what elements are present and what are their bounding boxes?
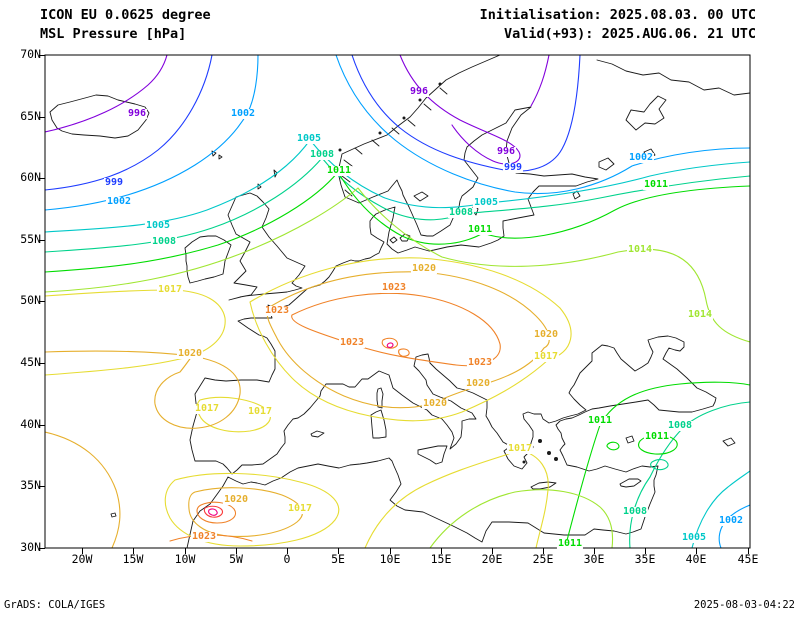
coastline-continent — [186, 55, 717, 548]
isobar-1011 — [606, 441, 620, 451]
isobar-1002 — [335, 55, 750, 195]
isobar-1002 — [45, 55, 259, 211]
isobar-1011 — [564, 381, 750, 548]
isobar-996 — [399, 55, 521, 165]
fjord-texture — [341, 87, 448, 197]
norway-island-dot — [338, 148, 342, 152]
coastline-britain — [227, 192, 306, 301]
init-time-label: Initialisation: 2025.08.03. 00 UTC — [479, 7, 756, 23]
coastline-sicily — [417, 445, 448, 465]
isobar-1017 — [249, 257, 572, 422]
isobar-1014 — [429, 489, 614, 548]
model-title: ICON EU 0.0625 degree — [40, 7, 211, 23]
isobar-1011 — [45, 171, 750, 273]
norway-island-dot — [402, 116, 406, 120]
coastline-crete — [530, 481, 557, 490]
valid-time-label: Valid(+93): 2025.AUG.06. 21 UTC — [504, 26, 756, 42]
map-frame — [44, 54, 751, 549]
coastline-sardinia — [370, 409, 387, 439]
isobar-996 — [530, 55, 550, 107]
grads-credit: GrADS: COLA/IGES — [4, 599, 106, 611]
isobar-1005 — [691, 470, 750, 548]
isobar-1023 — [291, 292, 501, 367]
isobar-999 — [351, 55, 581, 172]
isobar-1020 — [154, 355, 241, 429]
isobar-1023 — [196, 501, 236, 524]
isobar-1020 — [45, 431, 121, 548]
coastlines — [49, 55, 750, 548]
isobar-1017 — [164, 472, 340, 547]
isobar-996 — [45, 55, 168, 133]
coastline-barents — [596, 59, 750, 96]
coastline-iceland — [49, 94, 150, 139]
coastline-white-sea — [625, 95, 667, 131]
aegean-island-dot — [547, 451, 551, 455]
coastline-corsica — [376, 387, 384, 409]
coastline-lakes — [413, 148, 736, 447]
isobar-1017 — [45, 289, 226, 376]
creation-timestamp: 2025-08-03-04:22 — [693, 599, 795, 611]
isobar-1029 — [386, 342, 394, 348]
coastline-small-islands — [110, 150, 278, 518]
aegean-island-dot — [522, 460, 526, 464]
field-title: MSL Pressure [hPa] — [40, 26, 187, 42]
norway-island-dot — [378, 131, 382, 135]
aegean-island-dot — [554, 457, 558, 461]
aegean-island-dot — [530, 445, 534, 449]
norway-island-dot — [438, 82, 442, 86]
isobar-1005 — [45, 139, 750, 233]
isobar-1020 — [188, 487, 303, 537]
coastline-danish-isles — [389, 204, 479, 244]
isobar-1008 — [629, 401, 750, 548]
isobar-1002 — [718, 504, 750, 548]
isobar-1020 — [266, 271, 550, 409]
isobar-1008 — [45, 157, 750, 253]
isobar-1020 — [45, 350, 193, 357]
isobar-1023 — [381, 337, 398, 349]
coastline-cyprus — [619, 478, 642, 488]
norway-island-dot — [418, 98, 422, 102]
isobar-1023 — [398, 348, 410, 357]
isobar-1008 — [650, 459, 669, 471]
coastline-balearics — [310, 430, 325, 438]
coastline-ireland — [184, 235, 232, 284]
isobar-1023 — [169, 534, 253, 542]
isobar-1011 — [638, 434, 678, 455]
isobar-1026 — [203, 505, 223, 518]
isobar-1014 — [45, 187, 750, 343]
isobar-1017 — [364, 449, 549, 548]
aegean-island-dot — [538, 439, 542, 443]
isobar-999 — [45, 55, 213, 191]
isobar-1029 — [208, 508, 218, 516]
